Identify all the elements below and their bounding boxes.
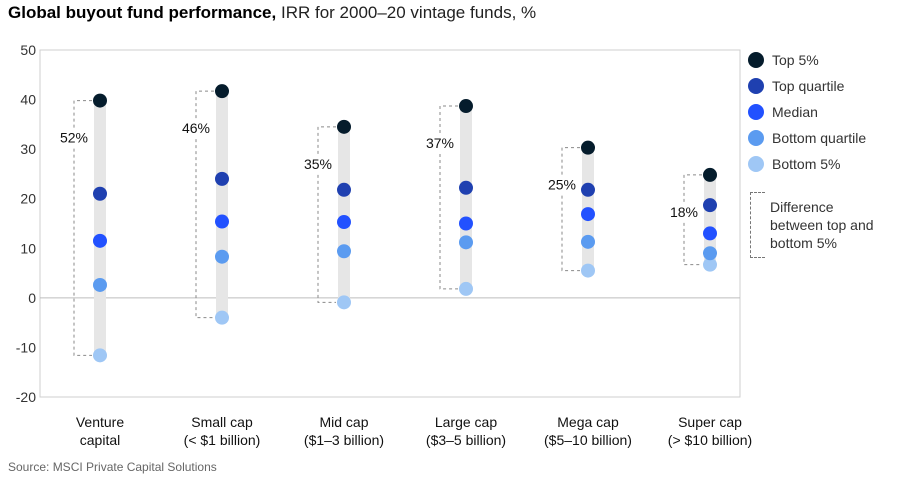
y-tick-label: 0 — [28, 290, 36, 306]
difference-label-bg — [179, 120, 213, 139]
x-category-label: ($5–10 billion) — [544, 432, 632, 448]
legend-dot-top-quartile — [748, 78, 764, 94]
difference-bracket — [73, 100, 92, 356]
data-point-bottom-quartile — [703, 246, 717, 261]
data-point-top-5- — [93, 93, 107, 108]
data-point-bottom-quartile — [459, 235, 473, 250]
range-bar — [216, 91, 228, 318]
chart-title: Global buyout fund performance, IRR for … — [8, 3, 536, 23]
range-bar — [460, 106, 472, 289]
y-tick-label: -10 — [16, 339, 36, 355]
data-point-bottom-quartile — [337, 244, 351, 259]
range-bar — [704, 174, 716, 265]
chart-title-bold: Global buyout fund performance, — [8, 3, 277, 22]
x-category-label: Mid cap — [319, 414, 368, 430]
x-category-label: (> $10 billion) — [668, 432, 752, 448]
legend-dot-top-5 — [748, 52, 764, 68]
legend-dot-median — [748, 104, 764, 120]
data-point-top-quartile — [581, 182, 595, 197]
x-category-label: (< $1 billion) — [184, 432, 261, 448]
range-bar — [338, 126, 350, 303]
y-tick-label: 10 — [20, 240, 36, 256]
x-category-label: capital — [80, 432, 120, 448]
data-point-median — [703, 226, 717, 241]
legend-difference-label: Difference between top and bottom 5% — [770, 199, 874, 251]
data-point-top-5- — [703, 167, 717, 182]
data-point-top-5- — [337, 119, 351, 134]
data-point-median — [215, 214, 229, 229]
y-tick-label: 40 — [20, 92, 36, 108]
difference-bracket — [561, 147, 580, 272]
difference-label: 25% — [548, 177, 576, 193]
x-category-label: Mega cap — [557, 414, 619, 430]
legend: Top 5% Top quartile Median Bottom quarti… — [748, 47, 866, 177]
data-point-top-quartile — [215, 171, 229, 186]
legend-label-bottom-quartile: Bottom quartile — [772, 130, 867, 146]
difference-label: 35% — [304, 156, 332, 172]
source-note: Source: MSCI Private Capital Solutions — [8, 460, 217, 474]
y-tick-label: -20 — [16, 389, 36, 405]
x-category-label: ($1–3 billion) — [304, 432, 384, 448]
data-point-bottom-quartile — [581, 234, 595, 249]
data-point-top-5- — [581, 140, 595, 155]
difference-label: 18% — [670, 204, 698, 220]
difference-label: 46% — [182, 120, 210, 136]
legend-dot-bottom-quartile — [748, 130, 764, 146]
legend-label-top-5: Top 5% — [772, 52, 819, 68]
plot-frame — [39, 49, 741, 398]
data-point-median — [337, 215, 351, 230]
difference-label-bg — [423, 135, 457, 154]
data-point-median — [581, 207, 595, 222]
data-point-median — [93, 233, 107, 248]
y-tick-label: 30 — [20, 141, 36, 157]
data-point-top-quartile — [93, 186, 107, 201]
data-point-bottom-quartile — [93, 277, 107, 292]
data-point-top-quartile — [337, 182, 351, 197]
data-point-bottom-5- — [337, 295, 351, 310]
x-category-label: Venture — [76, 414, 124, 430]
data-point-bottom-5- — [93, 348, 107, 363]
difference-bracket — [317, 126, 336, 303]
legend-item-median: Median — [748, 99, 866, 125]
legend-difference-bracket — [750, 192, 765, 258]
difference-bracket — [439, 105, 458, 290]
legend-item-bottom-5: Bottom 5% — [748, 151, 866, 177]
data-point-top-5- — [215, 84, 229, 99]
chart-title-subtitle: IRR for 2000–20 vintage funds, % — [280, 3, 537, 22]
legend-item-top-quartile: Top quartile — [748, 73, 866, 99]
legend-item-top-5: Top 5% — [748, 47, 866, 73]
data-point-bottom-5- — [703, 257, 717, 272]
legend-label-bottom-5: Bottom 5% — [772, 156, 841, 172]
data-point-bottom-5- — [215, 310, 229, 325]
data-point-bottom-5- — [459, 281, 473, 296]
legend-item-bottom-quartile: Bottom quartile — [748, 125, 866, 151]
difference-label-bg — [667, 203, 701, 222]
range-bar — [94, 100, 106, 356]
difference-label: 37% — [426, 135, 454, 151]
x-category-label: Large cap — [435, 414, 497, 430]
difference-label-bg — [301, 155, 335, 174]
difference-label: 52% — [60, 130, 88, 146]
x-category-label: Small cap — [191, 414, 253, 430]
x-category-label: Super cap — [678, 414, 742, 430]
data-point-top-5- — [459, 99, 473, 114]
data-point-bottom-quartile — [215, 249, 229, 264]
data-point-top-quartile — [703, 198, 717, 213]
difference-bracket — [195, 90, 214, 319]
data-point-bottom-5- — [581, 263, 595, 278]
legend-difference: Difference between top and bottom 5% — [748, 192, 888, 260]
legend-dot-bottom-5 — [748, 156, 764, 172]
legend-label-top-quartile: Top quartile — [772, 78, 845, 94]
legend-label-median: Median — [772, 104, 818, 120]
y-tick-label: 50 — [20, 42, 36, 58]
data-point-top-quartile — [459, 180, 473, 195]
difference-label-bg — [545, 176, 579, 195]
x-category-label: ($3–5 billion) — [426, 432, 506, 448]
y-tick-label: 20 — [20, 191, 36, 207]
data-point-median — [459, 216, 473, 231]
difference-label-bg — [57, 129, 91, 148]
